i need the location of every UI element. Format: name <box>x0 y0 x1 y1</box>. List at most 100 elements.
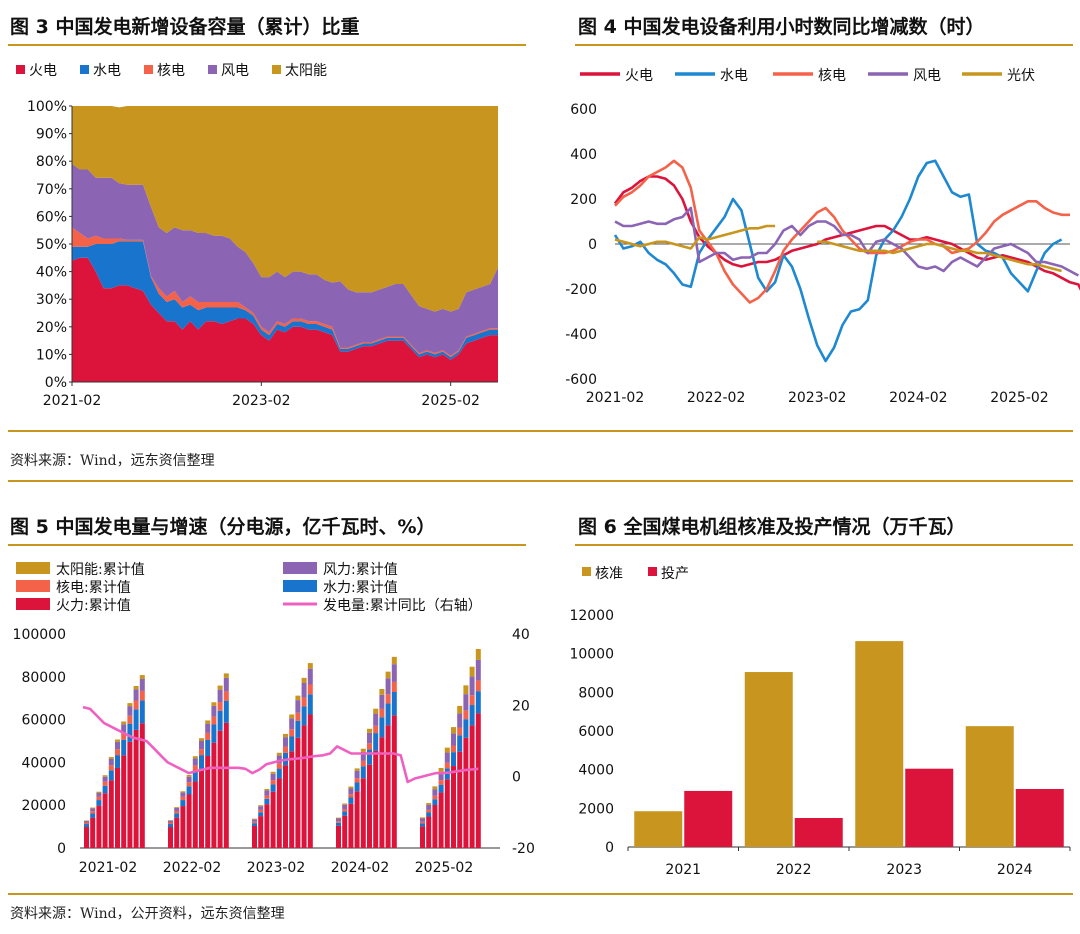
source-bottom: 资料来源：Wind，公开资料，远东资信整理 <box>10 906 285 922</box>
fig5-bar-太阳能 <box>121 721 127 725</box>
fig5-bar-核电 <box>348 794 354 798</box>
fig5-bar-水力 <box>289 736 295 752</box>
fig3-y-tick-label: 40% <box>36 265 67 281</box>
fig6-legend-swatch <box>582 567 591 576</box>
fig5-bar-核电 <box>108 765 114 771</box>
fig5-bar-核电 <box>127 715 133 724</box>
fig5-bar-火力 <box>379 737 385 848</box>
fig5-bar-火力 <box>211 742 217 848</box>
fig6-y-tick-label: 0 <box>605 840 614 856</box>
fig3-area-核电 <box>72 227 498 358</box>
fig5-bar-太阳能 <box>432 786 438 790</box>
fig3-area-火电 <box>72 257 498 382</box>
fig5-bar-太阳能 <box>264 788 270 791</box>
fig3-area-太阳能 <box>72 106 498 312</box>
figure3-title-rule <box>8 44 526 46</box>
fig5-bar-火力 <box>258 816 264 848</box>
fig5-bar-太阳能 <box>463 685 469 695</box>
fig5-y-left-tick-label: 60000 <box>21 713 66 729</box>
fig5-bar-风力 <box>90 808 96 812</box>
fig5-bar-火力 <box>264 804 270 848</box>
fig5-bar-水力 <box>115 755 120 768</box>
fig5-bar-风力 <box>385 678 391 695</box>
fig5-legend-label: 水力:累计值 <box>323 580 398 596</box>
fig5-bar-水力 <box>168 824 173 828</box>
fig5-legend-label: 火力:累计值 <box>56 598 131 614</box>
fig5-bar-太阳能 <box>438 767 444 772</box>
fig5-bar-太阳能 <box>276 752 282 756</box>
fig5-bar-风力 <box>252 819 257 822</box>
fig5-bar-火力 <box>426 816 432 848</box>
fig5-bar-风力 <box>444 752 450 763</box>
fig5-bar-火力 <box>457 751 463 848</box>
fig5-x-tick-label: 2022-02 <box>163 860 222 876</box>
fig6-y-tick-label: 8000 <box>578 685 614 701</box>
fig5-bar-太阳能 <box>174 807 180 808</box>
fig5-bar-核电 <box>444 762 450 769</box>
fig5-bar-太阳能 <box>211 702 217 706</box>
fig3-legend-swatch <box>208 65 217 74</box>
fig5-bar-火力 <box>121 755 127 848</box>
fig5-bar-核电 <box>211 716 217 725</box>
fig4-x-tick-label: 2023-02 <box>788 390 847 406</box>
fig6-bar-投产 <box>794 818 843 847</box>
fig5-bar-核电 <box>205 732 211 740</box>
fig5-bar-水力 <box>252 823 257 826</box>
fig5-bar-火力 <box>186 794 192 848</box>
fig3-y-tick-label: 10% <box>36 347 67 363</box>
fig5-bar-太阳能 <box>252 818 257 820</box>
fig5-bar-水力 <box>205 739 211 756</box>
fig5-bar-核电 <box>102 781 108 786</box>
fig5-bar-水力 <box>270 784 276 792</box>
fig5-bar-核电 <box>385 694 391 704</box>
fig5-bar-太阳能 <box>367 728 372 733</box>
fig5-bar-水力 <box>469 705 475 726</box>
fig5-bar-核电 <box>264 795 270 799</box>
fig5-bar-水力 <box>108 770 114 781</box>
fig5-y-left-tick-label: 100000 <box>13 627 66 643</box>
fig3-area-风电 <box>72 164 498 356</box>
fig5-bar-太阳能 <box>457 705 463 714</box>
fig5-y-left-tick-label: 0 <box>57 841 66 857</box>
fig6-legend-label: 核准 <box>595 566 623 582</box>
fig5-bar-水力 <box>373 733 379 751</box>
fig5-x-tick-label: 2025-02 <box>415 860 474 876</box>
fig5-bar-风力 <box>367 732 372 744</box>
fig5-bar-水力 <box>336 822 341 826</box>
fig5-bar-风力 <box>348 788 354 795</box>
fig5-bar-火力 <box>438 792 444 848</box>
fig5-bar-水力 <box>121 739 127 756</box>
fig4-y-tick-label: 0 <box>588 237 597 253</box>
fig5-bar-核电 <box>283 746 288 753</box>
fig5-bar-火力 <box>270 791 276 848</box>
fig3-legend-swatch <box>16 65 25 74</box>
fig6-x-tick-label: 2024 <box>997 862 1033 878</box>
fig5-bar-核电 <box>186 782 192 787</box>
fig4-legend-label: 风电 <box>913 68 941 84</box>
fig4-legend-label: 核电 <box>818 68 846 84</box>
fig4-x-tick-label: 2021-02 <box>586 390 645 406</box>
fig6-y-tick-label: 6000 <box>578 724 614 740</box>
fig3-x-tick-label: 2025-02 <box>421 393 480 409</box>
fig5-bar-太阳能 <box>301 677 307 684</box>
fig6-y-tick-label: 10000 <box>569 647 614 663</box>
fig5-bar-太阳能 <box>289 714 295 719</box>
fig5-legend-swatch <box>16 580 50 592</box>
fig5-bar-核电 <box>420 821 425 824</box>
fig5-bar-核电 <box>336 821 341 823</box>
fig3-legend-label: 风电 <box>221 63 249 79</box>
fig5-bar-核电 <box>252 821 257 824</box>
fig5-bar-风力 <box>354 770 360 779</box>
fig5-bar-核电 <box>469 695 475 706</box>
fig5-bar-水力 <box>426 812 432 817</box>
fig6-y-tick-label: 12000 <box>569 608 614 624</box>
fig3-x-tick-label: 2021-02 <box>43 393 102 409</box>
fig5-legend-swatch <box>283 562 317 574</box>
fig5-bar-火力 <box>283 765 288 848</box>
fig3-y-tick-label: 50% <box>36 237 67 253</box>
fig5-bar-核电 <box>174 810 180 814</box>
fig5-bar-太阳能 <box>180 791 186 793</box>
fig5-bar-风力 <box>432 789 438 796</box>
fig3-legend-label: 太阳能 <box>285 63 327 79</box>
bottom-rule <box>8 893 1073 895</box>
